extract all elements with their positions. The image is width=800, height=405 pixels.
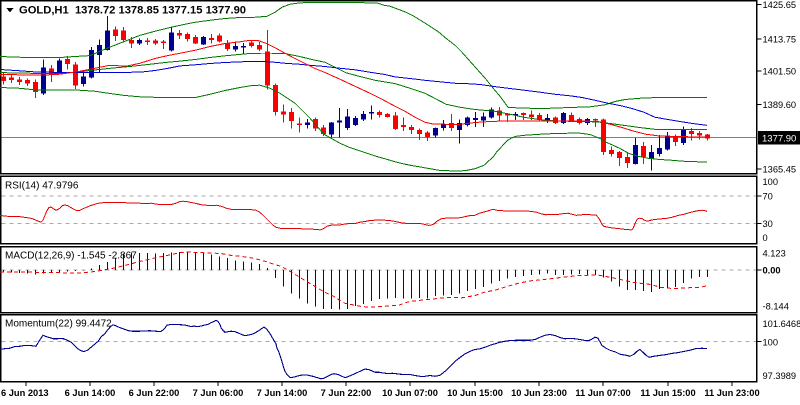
svg-text:0.00: 0.00 bbox=[763, 266, 781, 276]
svg-text:GOLD,H1 1378.72 1378.85 1377.: GOLD,H1 1378.72 1378.85 1377.15 1377.90 bbox=[19, 5, 246, 17]
svg-text:11 Jun 15:00: 11 Jun 15:00 bbox=[640, 388, 695, 398]
svg-text:10 Jun 07:00: 10 Jun 07:00 bbox=[382, 388, 438, 398]
svg-text:1413.75: 1413.75 bbox=[763, 35, 797, 45]
svg-text:1389.60: 1389.60 bbox=[763, 100, 797, 110]
svg-text:10 Jun 15:00: 10 Jun 15:00 bbox=[447, 388, 503, 398]
svg-text:101.6468: 101.6468 bbox=[763, 319, 800, 329]
svg-text:100: 100 bbox=[763, 337, 779, 347]
svg-text:1365.45: 1365.45 bbox=[763, 165, 797, 175]
svg-text:7 Jun 22:00: 7 Jun 22:00 bbox=[321, 388, 372, 398]
svg-text:7 Jun 14:00: 7 Jun 14:00 bbox=[257, 388, 308, 398]
svg-text:4.123: 4.123 bbox=[763, 249, 786, 259]
svg-text:70: 70 bbox=[763, 192, 773, 202]
svg-text:97.3989: 97.3989 bbox=[763, 371, 797, 381]
svg-text:7 Jun 06:00: 7 Jun 06:00 bbox=[193, 388, 244, 398]
svg-text:0: 0 bbox=[763, 233, 768, 243]
svg-text:11 Jun 07:00: 11 Jun 07:00 bbox=[575, 388, 630, 398]
svg-text:1401.50: 1401.50 bbox=[763, 67, 797, 77]
svg-text:6 Jun 2013: 6 Jun 2013 bbox=[1, 388, 49, 398]
svg-text:RSI(14) 47.9796: RSI(14) 47.9796 bbox=[5, 181, 79, 192]
svg-text:11 Jun 23:00: 11 Jun 23:00 bbox=[704, 388, 759, 398]
svg-text:6 Jun 22:00: 6 Jun 22:00 bbox=[129, 388, 180, 398]
svg-text:30: 30 bbox=[763, 219, 773, 229]
svg-text:6 Jun 14:00: 6 Jun 14:00 bbox=[65, 388, 116, 398]
svg-text:-8.144: -8.144 bbox=[763, 301, 789, 311]
svg-text:100: 100 bbox=[763, 177, 779, 187]
svg-text:1377.90: 1377.90 bbox=[762, 134, 796, 145]
svg-text:Momentum(22) 99.4472: Momentum(22) 99.4472 bbox=[5, 319, 112, 330]
svg-text:10 Jun 23:00: 10 Jun 23:00 bbox=[511, 388, 567, 398]
svg-text:1425.65: 1425.65 bbox=[763, 0, 797, 10]
svg-text:MACD(12,26,9) -1.545 -2.867: MACD(12,26,9) -1.545 -2.867 bbox=[5, 251, 137, 262]
